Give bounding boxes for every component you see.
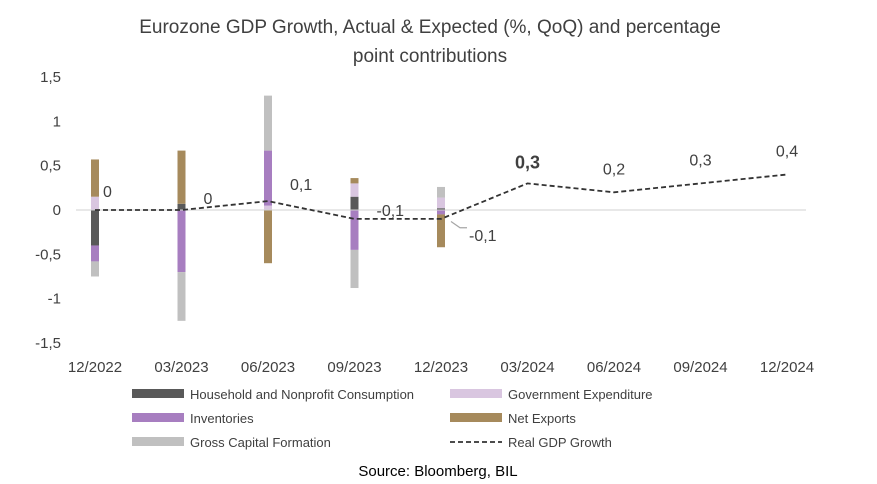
legend-label: Gross Capital Formation xyxy=(190,435,331,450)
data-label: 0 xyxy=(204,191,213,208)
legend-swatch xyxy=(450,413,502,422)
bar-segment xyxy=(177,272,186,321)
bar-segment xyxy=(437,214,445,248)
data-label: 0 xyxy=(103,184,112,201)
gdp-line xyxy=(95,173,788,229)
y-tick-label: -1 xyxy=(48,291,61,308)
bar-segment xyxy=(264,210,272,264)
bars xyxy=(91,95,445,321)
legend-swatch xyxy=(132,413,184,422)
legend-label: Government Expenditure xyxy=(508,387,653,402)
bar-segment xyxy=(350,178,359,184)
legend-swatch xyxy=(132,437,184,446)
bar-segment xyxy=(350,196,359,210)
bar-segment xyxy=(264,95,272,151)
x-tick-label: 03/2024 xyxy=(500,359,554,376)
y-tick-label: 1,5 xyxy=(40,69,61,86)
x-tick-label: 09/2023 xyxy=(327,359,381,376)
bar-segment xyxy=(177,203,186,210)
legend-label: Inventories xyxy=(190,411,254,426)
x-axis: 12/2022 03/2023 06/2023 09/2023 12/2023 03/20… xyxy=(68,359,814,376)
y-tick-label: 0 xyxy=(53,202,61,219)
label-leader-line xyxy=(450,221,467,229)
x-tick-label: 06/2024 xyxy=(587,359,641,376)
y-tick-label: -0,5 xyxy=(35,246,61,263)
data-label: -0,1 xyxy=(377,203,405,220)
data-label: -0,1 xyxy=(469,228,497,245)
legend-label: Household and Nonprofit Consumption xyxy=(190,387,414,402)
data-label: 0,4 xyxy=(776,144,798,161)
x-tick-label: 12/2023 xyxy=(414,359,468,376)
x-tick-label: 12/2024 xyxy=(760,359,814,376)
legend-label: Net Exports xyxy=(508,411,576,426)
bar-segment xyxy=(177,210,186,273)
bar-segment xyxy=(350,249,359,289)
legend: Household and Nonprofit Consumption Gover… xyxy=(132,387,653,450)
bar-segment xyxy=(437,210,445,215)
x-tick-label: 03/2023 xyxy=(154,359,208,376)
data-label: 0,1 xyxy=(290,177,312,194)
legend-swatch xyxy=(450,389,502,398)
x-tick-label: 09/2024 xyxy=(673,359,727,376)
bar-segment xyxy=(91,159,99,197)
y-tick-label: 0,5 xyxy=(40,158,61,175)
y-axis: 1,5 1 0,5 0 -0,5 -1 -1,5 xyxy=(35,69,61,352)
bar-segment xyxy=(350,183,359,197)
bar-segment xyxy=(91,261,99,277)
legend-swatch xyxy=(132,389,184,398)
bar-segment xyxy=(437,197,445,209)
data-label: 0,2 xyxy=(603,161,625,178)
bar-segment xyxy=(350,210,359,250)
data-label: 0,3 xyxy=(689,152,711,169)
data-labels: 0 0 0,1 -0,1 -0,1 0,3 0,2 0,3 0,4 xyxy=(103,144,798,245)
source-note: Source: Bloomberg, BIL xyxy=(358,463,517,480)
data-label: 0,3 xyxy=(515,152,540,172)
bar-segment xyxy=(437,186,445,198)
bar-segment xyxy=(437,208,445,210)
bar-segment xyxy=(264,205,272,210)
y-tick-label: -1,5 xyxy=(35,335,61,352)
chart-title-line-2: point contributions xyxy=(353,46,507,67)
bar-segment xyxy=(177,150,186,204)
bar-segment xyxy=(91,210,99,246)
gdp-growth-line xyxy=(95,173,788,220)
bar-segment xyxy=(91,196,99,210)
chart-title-line-1: Eurozone GDP Growth, Actual & Expected (… xyxy=(139,17,721,38)
legend-label: Real GDP Growth xyxy=(508,435,612,450)
bar-segment xyxy=(91,245,99,262)
y-tick-label: 1 xyxy=(53,113,61,130)
bar-segment xyxy=(264,150,272,206)
x-tick-label: 06/2023 xyxy=(241,359,295,376)
x-tick-label: 12/2022 xyxy=(68,359,122,376)
